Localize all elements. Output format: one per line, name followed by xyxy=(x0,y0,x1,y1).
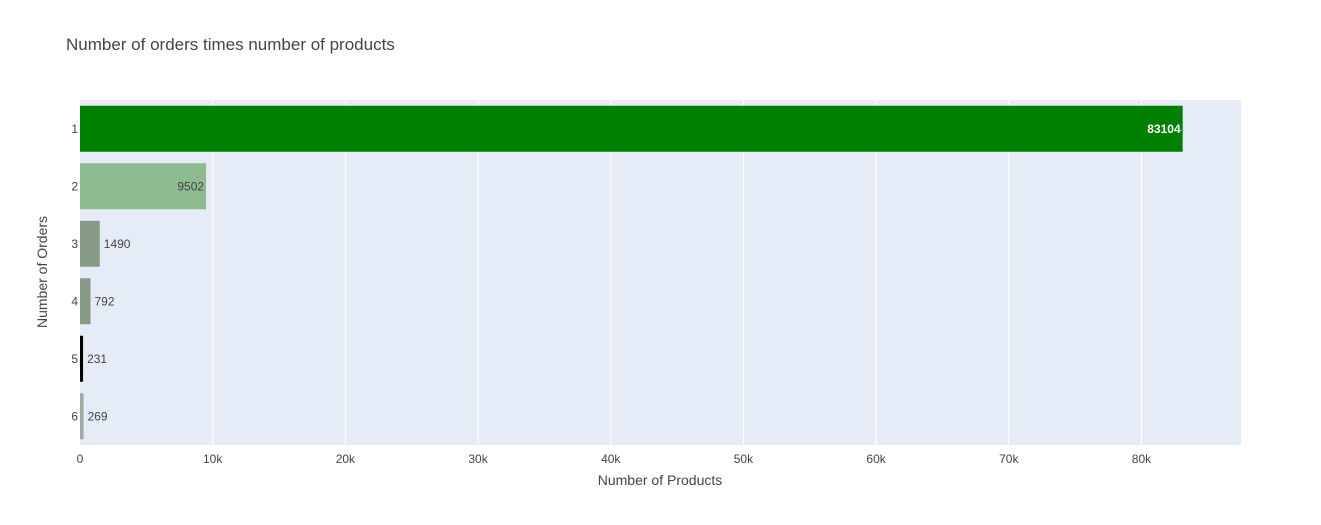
y-tick-label: 4 xyxy=(71,294,78,308)
x-axis-title: Number of Products xyxy=(598,472,723,488)
data-label-3: 1490 xyxy=(104,237,131,251)
bar-2 xyxy=(80,163,207,210)
y-tick-labels: 1 2 3 4 5 6 xyxy=(71,122,78,424)
x-tick-labels: 0 10k 20k 30k 40k 50k 60k 70k 80k xyxy=(77,452,1152,466)
data-label-4: 792 xyxy=(95,294,115,308)
x-tick-label: 20k xyxy=(336,452,356,466)
y-tick-label: 3 xyxy=(71,237,78,251)
plot-background xyxy=(80,100,1241,445)
x-tick-label: 10k xyxy=(203,452,223,466)
bar-5 xyxy=(80,335,84,382)
x-tick-label: 50k xyxy=(734,452,754,466)
x-tick-label: 60k xyxy=(866,452,886,466)
x-tick-label: 80k xyxy=(1132,452,1152,466)
y-tick-label: 1 xyxy=(71,122,78,136)
bar-4 xyxy=(80,278,91,325)
y-tick-label: 6 xyxy=(71,409,78,423)
y-tick-label: 5 xyxy=(71,352,78,366)
data-label-6: 269 xyxy=(88,409,108,423)
x-tick-label: 30k xyxy=(468,452,488,466)
x-tick-label: 40k xyxy=(601,452,621,466)
y-axis-title: Number of Orders xyxy=(34,216,50,328)
y-tick-label: 2 xyxy=(71,179,78,193)
data-label-1: 83104 xyxy=(1147,122,1181,136)
data-label-5: 231 xyxy=(87,352,107,366)
x-tick-label: 70k xyxy=(999,452,1019,466)
bar-6 xyxy=(80,393,84,440)
x-tick-label: 0 xyxy=(77,452,84,466)
bar-3 xyxy=(80,220,100,267)
bar-1 xyxy=(80,105,1183,152)
chart-title: Number of orders times number of product… xyxy=(66,35,395,54)
bars xyxy=(80,105,1183,440)
data-labels: 83104 9502 1490 792 231 269 xyxy=(87,122,1181,424)
data-label-2: 9502 xyxy=(177,179,204,193)
grid-lines xyxy=(212,100,1142,445)
